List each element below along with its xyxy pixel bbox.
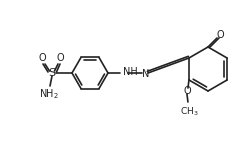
Text: O: O — [38, 53, 46, 63]
Text: O: O — [56, 53, 64, 63]
Text: O: O — [216, 30, 224, 40]
Text: S: S — [48, 68, 56, 78]
Text: NH: NH — [123, 67, 138, 77]
Text: NH$_2$: NH$_2$ — [39, 87, 59, 101]
Text: CH$_3$: CH$_3$ — [180, 105, 198, 118]
Text: O: O — [183, 86, 191, 96]
Text: N: N — [142, 69, 149, 79]
